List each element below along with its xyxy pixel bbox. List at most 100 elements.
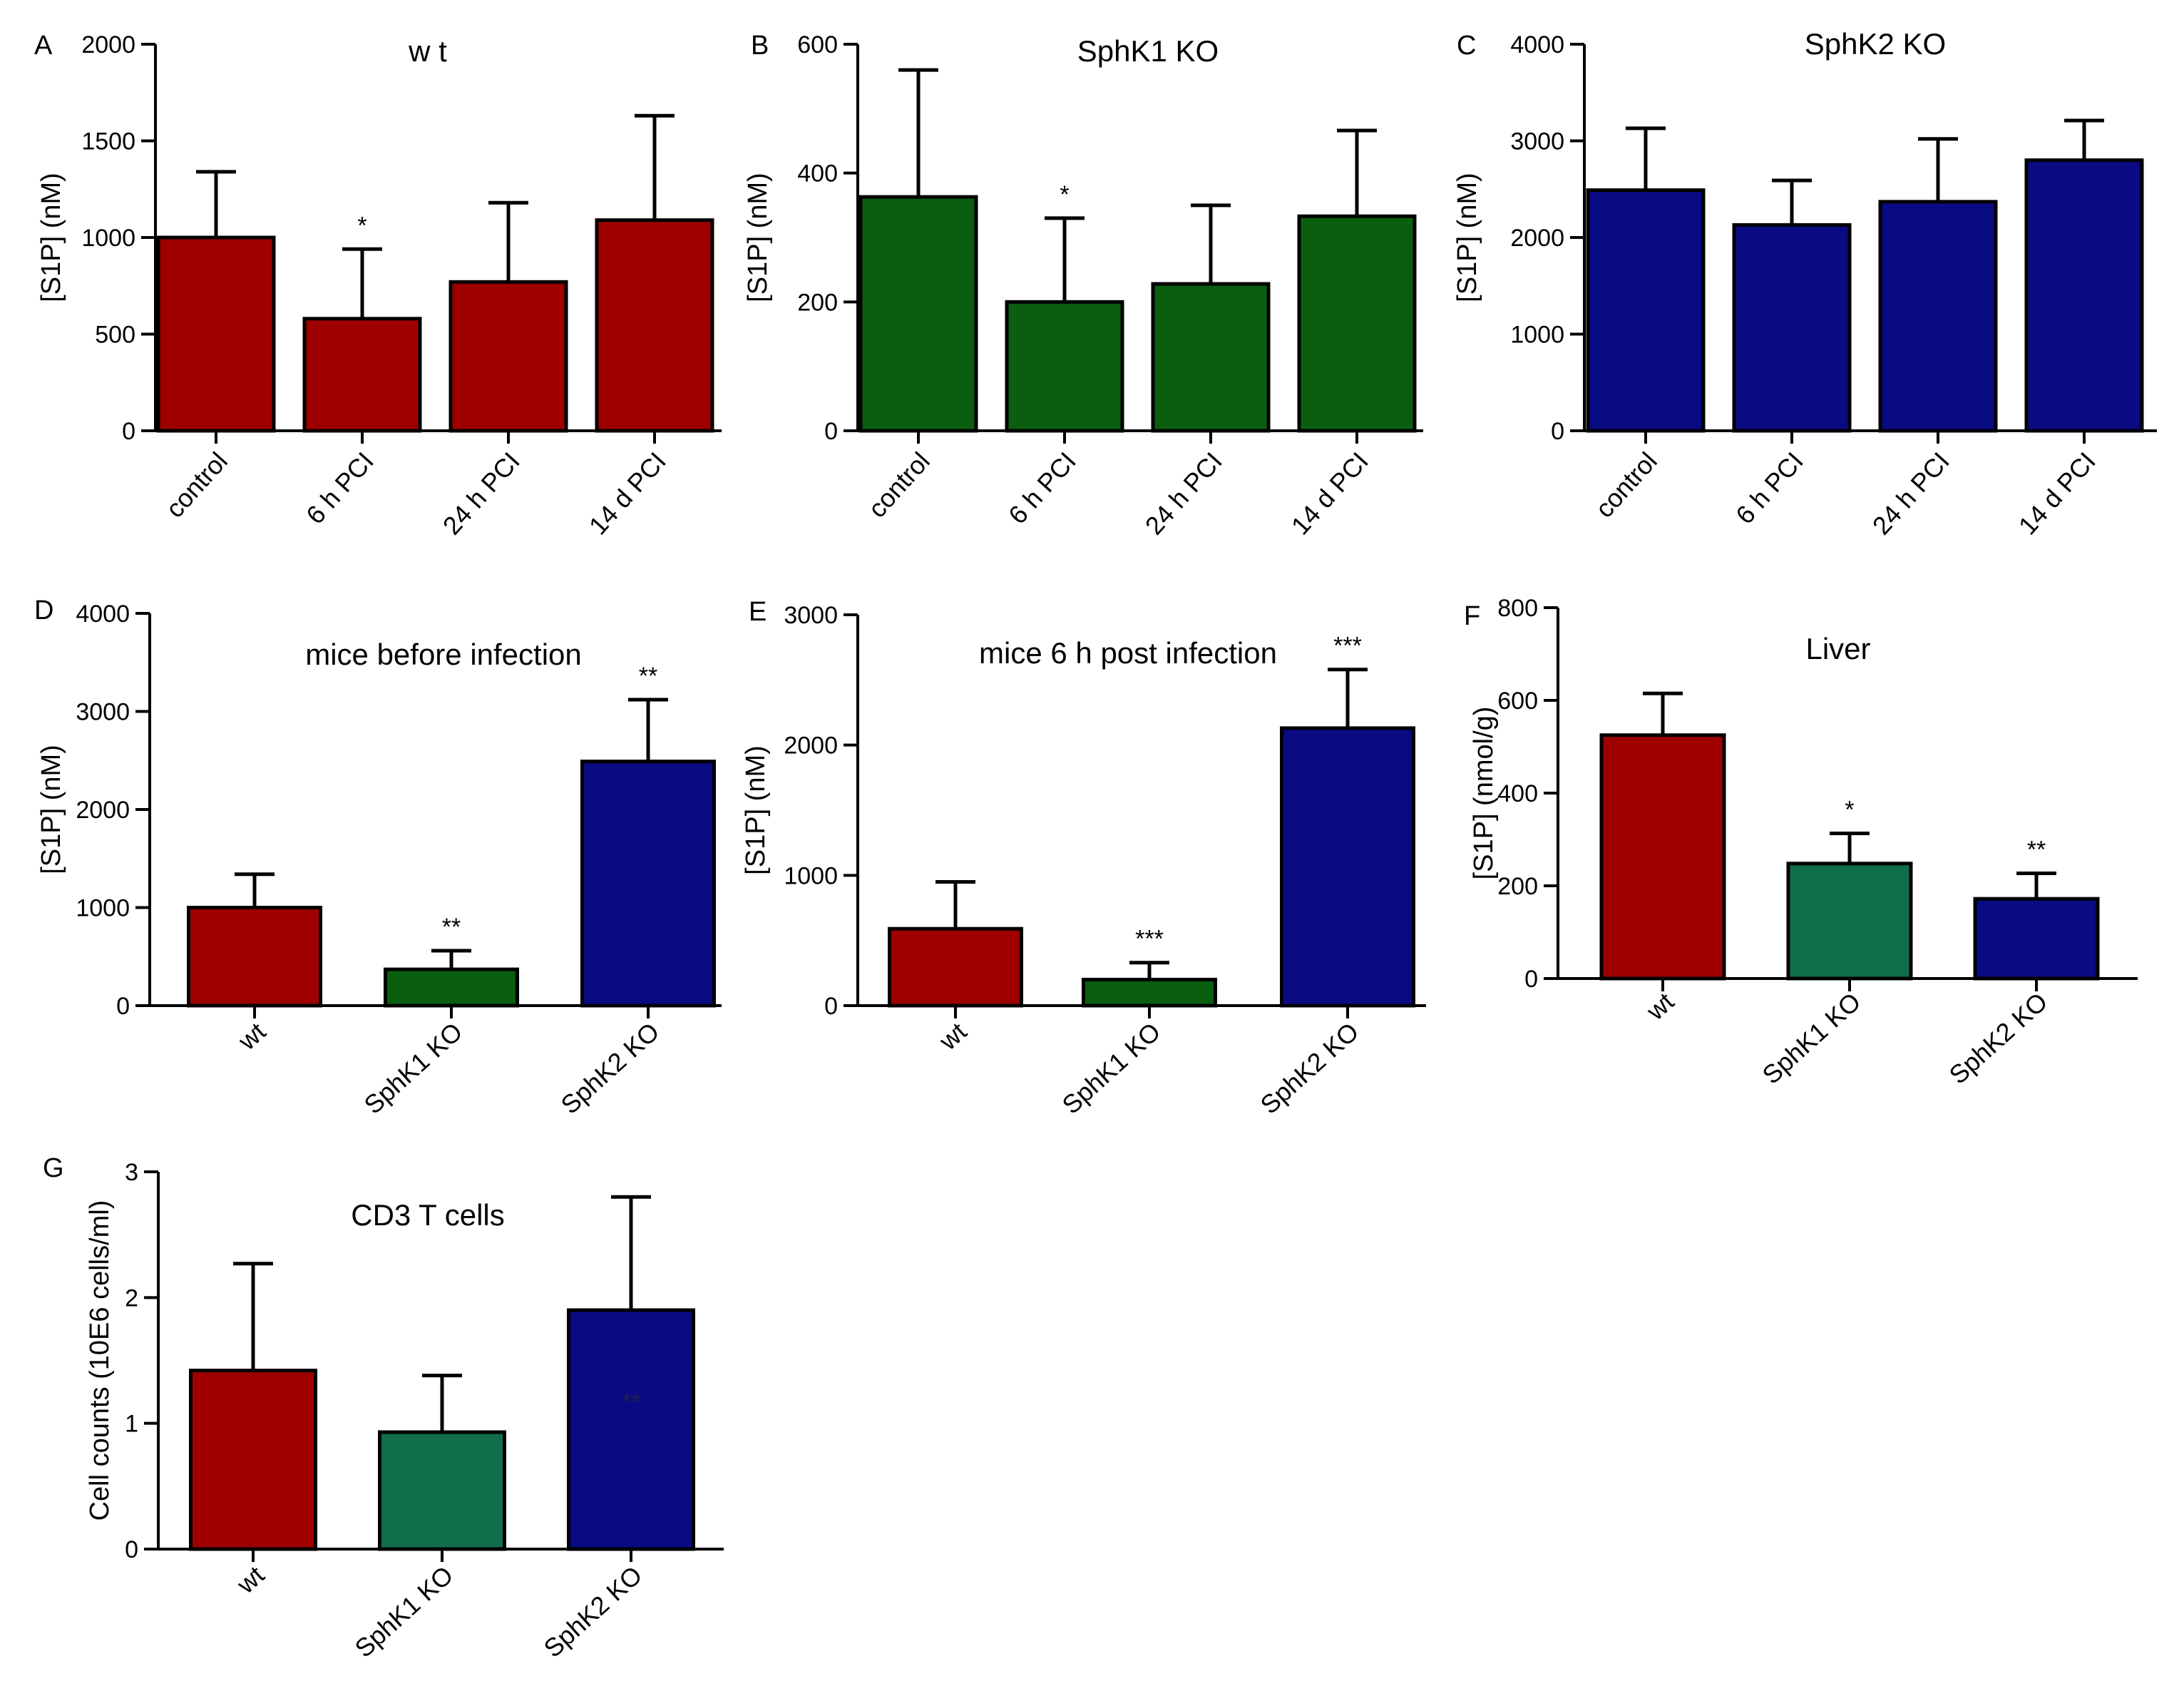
x-tick-label: 6 h PCI	[300, 446, 379, 530]
x-tick-label: control	[1589, 446, 1663, 523]
bar-24-h-pci	[1878, 200, 1998, 433]
bar-6-h-pci	[1732, 223, 1852, 433]
chart-title: Liver	[1805, 632, 1870, 665]
y-tick-label: 3000	[1510, 128, 1564, 155]
y-tick-label: 0	[125, 1536, 138, 1563]
chart-title: mice 6 h post infection	[979, 636, 1277, 670]
panel-letter: G	[43, 1153, 64, 1183]
bar-wt	[888, 926, 1023, 1008]
significance-label: ***	[1135, 926, 1164, 953]
y-tick-label: 4000	[76, 601, 130, 628]
bar-wt	[1599, 733, 1726, 981]
y-tick-label: 0	[824, 993, 838, 1020]
y-tick-label: 800	[1497, 595, 1538, 622]
bar-sphk2-ko	[567, 1308, 695, 1551]
y-tick-label: 2000	[1510, 225, 1564, 252]
y-tick-label: 2	[125, 1284, 138, 1312]
chart-panel-b: B SphK1 KO [S1P] (nM) 0 200 400 600 control 6 h …	[743, 31, 1423, 540]
y-tick-label: 3000	[784, 602, 838, 629]
y-tick-label: 1500	[81, 128, 135, 155]
bar-14-d-pci	[1297, 214, 1417, 433]
chart-title: SphK1 KO	[1077, 34, 1219, 68]
significance-label: ***	[1333, 633, 1362, 660]
x-tick-label: 6 h PCI	[1003, 446, 1082, 530]
bar-sphk2-ko	[580, 760, 716, 1008]
bar-6-h-pci	[1005, 300, 1124, 433]
chart-panel-g: G CD3 T cells Cell counts (10E6 cells/ml) 0…	[43, 1153, 724, 1663]
x-tick-label: wt	[933, 1016, 972, 1056]
x-tick-label: control	[160, 446, 233, 523]
bar-6-h-pci	[302, 317, 422, 433]
panel-letter: B	[751, 31, 769, 61]
panel-letter: F	[1464, 601, 1480, 631]
x-tick-label: SphK2 KO	[1944, 986, 2054, 1089]
x-tick-label: SphK2 KO	[555, 1016, 665, 1119]
x-tick-label: control	[862, 446, 935, 523]
y-tick-label: 4000	[1510, 31, 1564, 58]
y-axis-label: [S1P] (nM)	[36, 173, 66, 302]
x-tick-label: SphK1 KO	[1057, 1016, 1167, 1119]
x-tick-label: wt	[232, 1016, 271, 1056]
y-tick-label: 200	[1497, 873, 1538, 900]
y-axis-label: Cell counts (10E6 cells/ml)	[85, 1200, 115, 1521]
x-tick-label: SphK1 KO	[1757, 986, 1867, 1089]
bar-wt	[189, 1369, 317, 1551]
y-tick-label: 0	[1551, 418, 1564, 445]
y-axis-label: [S1P] (nM)	[1452, 173, 1482, 302]
bar-control	[1586, 188, 1706, 433]
x-tick-label: SphK2 KO	[1255, 1016, 1365, 1119]
y-tick-label: 3	[125, 1159, 138, 1186]
x-tick-label: 14 d PCI	[2013, 446, 2101, 541]
panel-letter: D	[34, 596, 53, 625]
y-tick-label: 3000	[76, 699, 130, 726]
y-tick-label: 400	[1497, 780, 1538, 807]
significance-label: *	[1060, 181, 1069, 208]
bar-control	[858, 195, 978, 433]
significance-label: **	[639, 663, 657, 690]
x-tick-label: 24 h PCI	[437, 446, 526, 541]
y-tick-label: 1000	[784, 862, 838, 889]
bar-24-h-pci	[448, 280, 568, 433]
x-tick-label: SphK2 KO	[538, 1560, 648, 1662]
y-tick-label: 600	[797, 31, 838, 58]
y-tick-label: 500	[95, 322, 135, 349]
y-tick-label: 0	[824, 418, 838, 445]
x-tick-label: 14 d PCI	[583, 446, 672, 541]
y-tick-label: 400	[797, 160, 838, 188]
x-tick-label: 24 h PCI	[1139, 446, 1228, 541]
chart-title: w t	[408, 34, 447, 68]
chart-panel-c: C SphK2 KO [S1P] (nM) 0 1000 2000 3000 4000 cont…	[1452, 27, 2157, 540]
bar-sphk2-ko	[1280, 726, 1415, 1008]
chart-title: CD3 T cells	[351, 1198, 505, 1232]
significance-label: *	[357, 212, 366, 239]
bar-sphk1-ko	[1082, 977, 1217, 1008]
chart-title: SphK2 KO	[1805, 27, 1946, 61]
bar-sphk1-ko	[378, 1430, 506, 1551]
x-tick-label: 14 d PCI	[1286, 446, 1374, 541]
y-axis-label: [S1P] (nmol/g)	[1469, 707, 1499, 880]
x-tick-label: 24 h PCI	[1867, 446, 1955, 541]
significance-label: *	[1845, 797, 1854, 824]
bar-sphk1-ko	[384, 967, 519, 1008]
significance-label: **	[442, 914, 461, 941]
chart-panel-f: F Liver [S1P] (nmol/g) 0 200 400 600 800 wt SphK1…	[1464, 595, 2138, 1090]
y-tick-label: 1000	[76, 895, 130, 922]
y-tick-label: 0	[1524, 966, 1538, 993]
bar-sphk1-ko	[1786, 862, 1913, 981]
significance-label: **	[622, 1389, 640, 1416]
panel-letter: C	[1457, 31, 1476, 61]
chart-title: mice before infection	[305, 638, 582, 671]
y-tick-label: 2000	[81, 31, 135, 58]
bar-24-h-pci	[1151, 282, 1271, 433]
x-tick-label: wt	[1640, 986, 1679, 1026]
y-tick-label: 0	[116, 993, 130, 1020]
y-axis-label: [S1P] (nM)	[743, 173, 773, 302]
y-tick-label: 1	[125, 1411, 138, 1438]
y-tick-label: 2000	[76, 797, 130, 824]
x-tick-label: 6 h PCI	[1730, 446, 1809, 530]
bar-sphk2-ko	[1973, 897, 2100, 981]
